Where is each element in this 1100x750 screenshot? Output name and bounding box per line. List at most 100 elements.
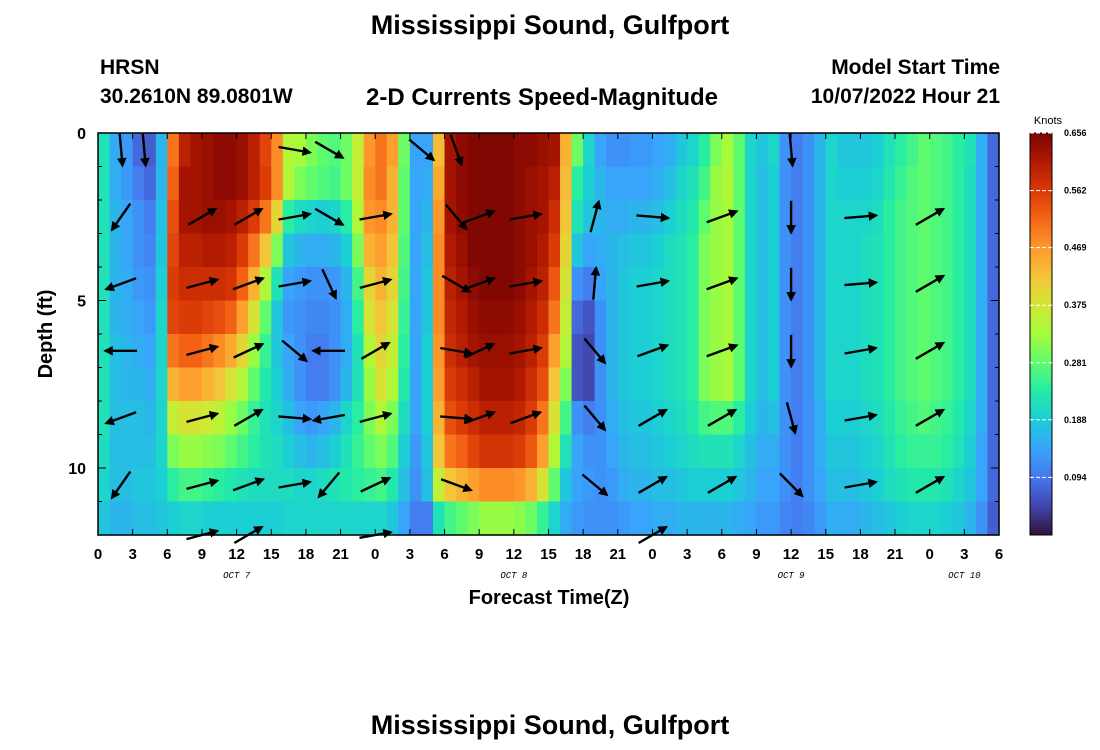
heatmap-cell <box>121 233 134 268</box>
heatmap-cell <box>975 401 989 436</box>
heatmap-cell <box>733 300 746 335</box>
heatmap-cell <box>571 367 584 402</box>
heatmap-cell <box>386 233 399 268</box>
heatmap-cell <box>756 267 769 302</box>
heatmap-cell <box>594 334 607 369</box>
heatmap-cell <box>802 200 815 235</box>
heatmap-cell <box>167 233 180 268</box>
current-arrow <box>186 477 220 491</box>
heatmap-cell <box>640 133 654 168</box>
heatmap-cell <box>167 200 180 235</box>
heatmap-cell <box>744 166 758 201</box>
heatmap-cell <box>825 434 838 469</box>
heatmap-cell <box>883 468 896 503</box>
heatmap-cell <box>710 334 723 369</box>
heatmap-cell <box>502 166 515 201</box>
heatmap-cell <box>213 501 226 536</box>
heatmap-cell <box>340 133 353 168</box>
heatmap-cell <box>548 267 561 302</box>
y-tick-label: 0 <box>77 126 86 143</box>
current-arrow <box>583 404 607 432</box>
current-arrow <box>110 470 132 500</box>
heatmap-cell <box>190 501 203 536</box>
heatmap-cell <box>490 501 503 536</box>
current-arrow <box>915 408 946 427</box>
heatmap-cell <box>282 501 295 536</box>
heatmap-cell <box>259 468 272 503</box>
heatmap-cell <box>871 501 885 536</box>
heatmap-cell <box>155 300 168 335</box>
heatmap-cell <box>860 133 873 168</box>
heatmap-cell <box>271 200 284 235</box>
heatmap-cell <box>109 267 122 302</box>
heatmap-cell <box>606 300 619 335</box>
heatmap-cell <box>687 267 700 302</box>
heatmap-cell <box>698 334 711 369</box>
heatmap-cell <box>975 501 989 536</box>
heatmap-cell <box>860 233 873 268</box>
heatmap-cell <box>398 300 411 335</box>
heatmap-cell <box>895 233 908 268</box>
current-arrow <box>314 140 345 159</box>
heatmap-cell <box>929 166 942 201</box>
heatmap-cell <box>155 166 168 201</box>
heatmap-cell <box>756 133 769 168</box>
heatmap-cell <box>767 267 781 302</box>
x-date-label: OCT 7 <box>223 571 251 581</box>
heatmap-cell <box>848 501 861 536</box>
heatmap-cell <box>906 133 919 168</box>
heatmap-cell <box>432 401 446 436</box>
heatmap-cell <box>502 334 515 369</box>
heatmap-cell <box>305 200 319 235</box>
heatmap-cell <box>825 300 838 335</box>
heatmap-cell <box>848 233 861 268</box>
x-date-label: OCT 8 <box>500 571 528 581</box>
heatmap-cell <box>895 334 908 369</box>
heatmap-cell <box>432 133 446 168</box>
heatmap-cell <box>352 133 365 168</box>
heatmap-cell <box>929 233 942 268</box>
heatmap-cell <box>687 300 700 335</box>
station-coordinates: 30.2610N 89.0801W <box>100 85 293 108</box>
heatmap-cell <box>687 334 700 369</box>
heatmap-cell <box>317 133 330 168</box>
heatmap-cell <box>444 434 457 469</box>
heatmap-cell <box>305 468 319 503</box>
x-tick-label: 9 <box>475 546 483 563</box>
heatmap-cell <box>952 434 965 469</box>
heatmap-cell <box>664 300 677 335</box>
heatmap-cell <box>918 267 931 302</box>
heatmap-cell <box>329 367 342 402</box>
heatmap-cell <box>837 401 850 436</box>
heatmap-cell <box>432 300 446 335</box>
heatmap-cell <box>282 233 295 268</box>
heatmap-cell <box>167 334 180 369</box>
heatmap-cell <box>398 233 411 268</box>
heatmap-cell <box>871 300 885 335</box>
heatmap-cell <box>918 166 931 201</box>
heatmap-cell <box>814 133 827 168</box>
heatmap-cell <box>121 166 134 201</box>
heatmap-cell <box>444 334 457 369</box>
heatmap-cell <box>710 233 723 268</box>
heatmap-cell <box>363 501 376 536</box>
heatmap-cell <box>398 367 411 402</box>
heatmap-cell <box>178 434 192 469</box>
heatmap-cell <box>791 200 804 235</box>
heatmap-cell <box>236 300 249 335</box>
current-arrow <box>590 265 601 300</box>
heatmap-cell <box>675 367 688 402</box>
heatmap-cell <box>444 166 457 201</box>
heatmap-cell <box>548 233 561 268</box>
heatmap-cell <box>617 233 630 268</box>
current-arrow <box>440 413 474 424</box>
heatmap-cell <box>444 300 457 335</box>
heatmap-cell <box>814 468 827 503</box>
heatmap-cell <box>548 501 561 536</box>
heatmap-cell <box>98 233 111 268</box>
heatmap-cell <box>675 300 688 335</box>
colorbar-tick-label: 0.375 <box>1064 300 1087 310</box>
heatmap-cell <box>536 267 550 302</box>
x-tick-label: 9 <box>752 546 760 563</box>
heatmap-cell <box>744 434 758 469</box>
